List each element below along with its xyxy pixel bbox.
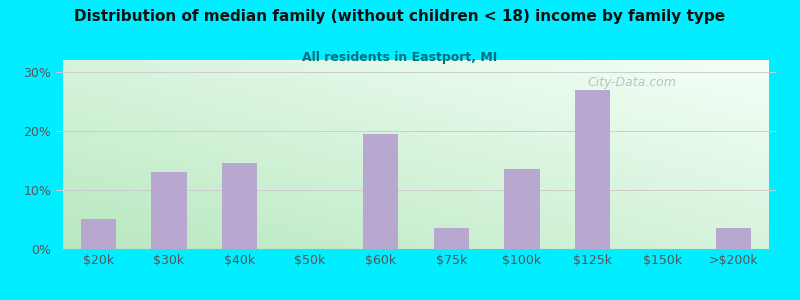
Text: Distribution of median family (without children < 18) income by family type: Distribution of median family (without c… <box>74 9 726 24</box>
Bar <box>504 169 539 249</box>
Bar <box>151 172 186 249</box>
Bar <box>575 89 610 249</box>
Bar <box>222 164 257 249</box>
Bar <box>434 228 469 249</box>
Bar <box>81 220 116 249</box>
Bar <box>363 134 398 249</box>
Bar <box>716 228 751 249</box>
Text: All residents in Eastport, MI: All residents in Eastport, MI <box>302 51 498 64</box>
Text: City-Data.com: City-Data.com <box>587 76 677 89</box>
